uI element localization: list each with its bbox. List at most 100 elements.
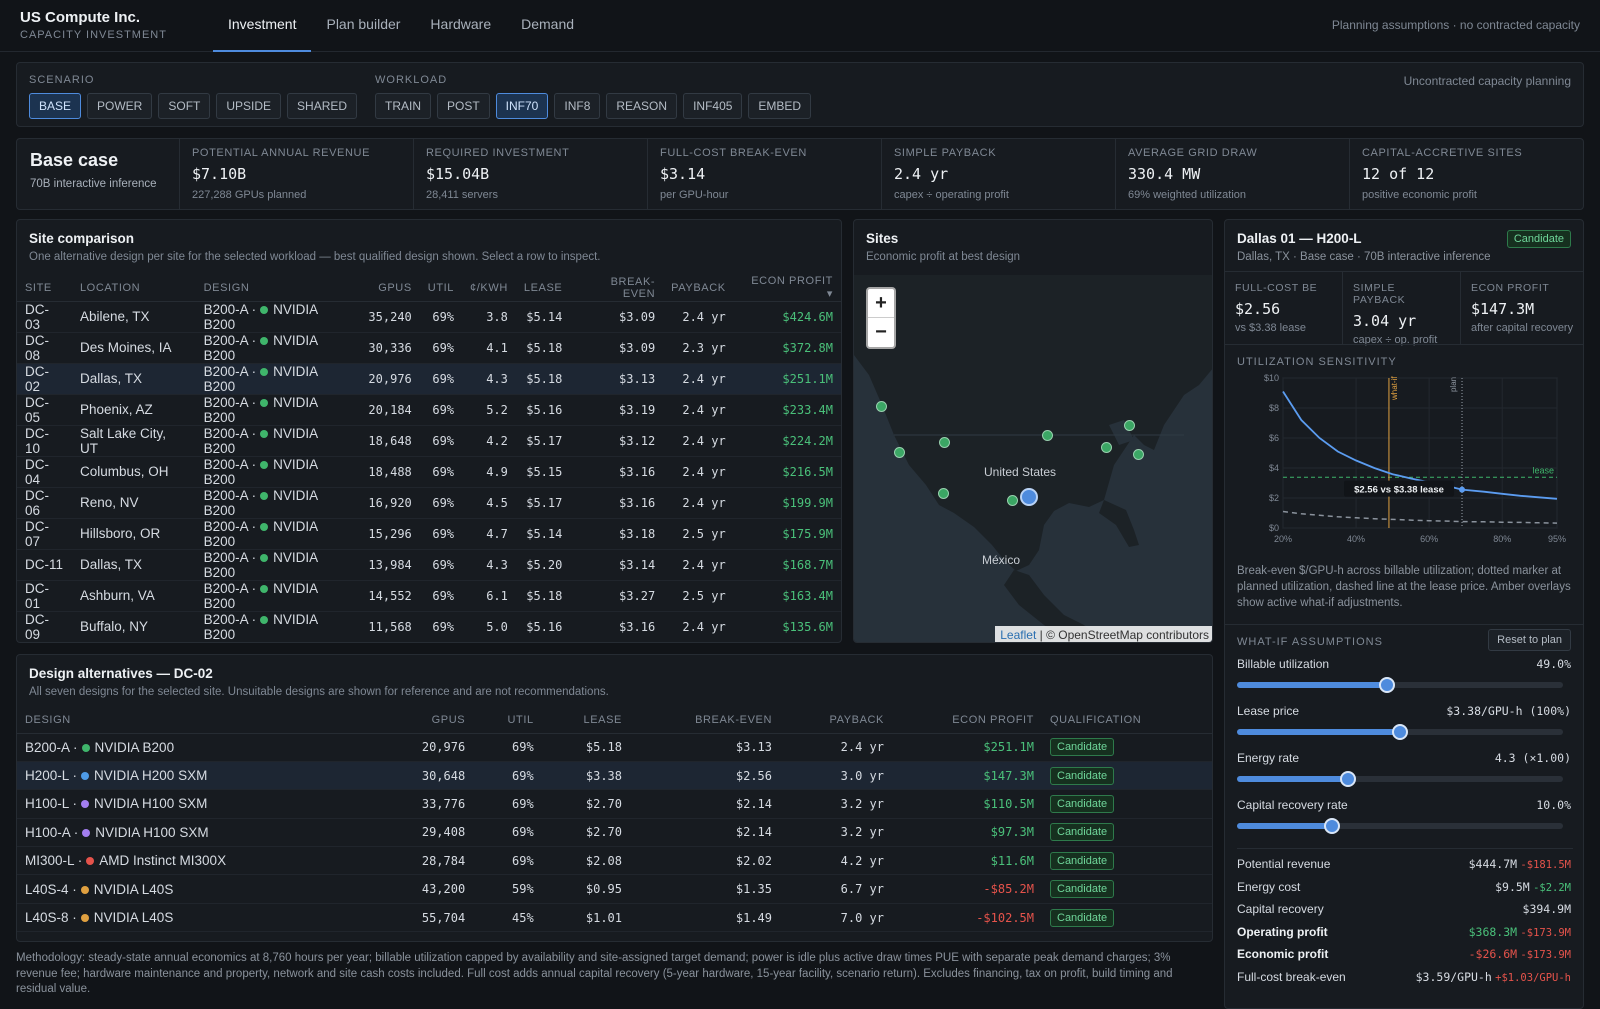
zoom-in-button[interactable]: + bbox=[868, 289, 894, 318]
cell-design: B200-A ·NVIDIA B200 bbox=[195, 580, 361, 612]
col-kwh[interactable]: ¢/KWH bbox=[462, 275, 516, 302]
col-break-even[interactable]: BREAK-EVEN bbox=[630, 707, 780, 734]
design-row[interactable]: H100-A · NVIDIA H100 SXM 29,408 69% $2.70… bbox=[17, 818, 1212, 848]
site-row-dc-05[interactable]: DC-05 Phoenix, AZ B200-A · NVIDIA B200 20… bbox=[17, 394, 841, 426]
design-code: B200-A · bbox=[203, 518, 257, 534]
workload-post[interactable]: POST bbox=[437, 93, 490, 119]
col-econ-profit[interactable]: ECON PROFIT ▾ bbox=[733, 275, 841, 302]
design-row[interactable]: MI300-L · AMD Instinct MI300X 28,784 69% … bbox=[17, 846, 1212, 876]
col-lease[interactable]: LEASE bbox=[515, 275, 571, 302]
col-qualification[interactable]: QUALIFICATION bbox=[1042, 707, 1212, 734]
kpi-value: 2.4 yr bbox=[894, 165, 949, 183]
site-marker[interactable] bbox=[894, 447, 905, 458]
scenario-shared[interactable]: SHARED bbox=[287, 93, 358, 119]
site-row-dc-12[interactable]: DC-12 Columbus, OH B200-A ·NVIDIA B200 1… bbox=[17, 642, 841, 643]
slider-handle[interactable] bbox=[1378, 677, 1395, 693]
kpi-grid-draw: AVERAGE GRID DRAW 330.4 MW 69% weighted … bbox=[1115, 138, 1349, 210]
site-row-dc-10[interactable]: DC-10 Salt Lake City, UT B200-A · NVIDIA … bbox=[17, 425, 841, 457]
cell-payback: 2.3 yr bbox=[663, 332, 734, 364]
site-row-dc-06[interactable]: DC-06 Reno, NV B200-A · NVIDIA B200 16,92… bbox=[17, 487, 841, 519]
site-marker[interactable] bbox=[1133, 449, 1144, 460]
design-row[interactable]: B200-A · NVIDIA B200 20,976 69% $5.18 $3.… bbox=[17, 733, 1212, 762]
design-row[interactable]: H200-L · NVIDIA H200 SXM 30,648 69% $3.38… bbox=[17, 761, 1212, 791]
energy-rate-slider[interactable] bbox=[1237, 771, 1563, 787]
cell-lease: $5.18 bbox=[515, 580, 571, 612]
capital-recovery-slider[interactable] bbox=[1237, 818, 1563, 834]
zoom-out-button[interactable]: − bbox=[875, 321, 887, 343]
header-note: Planning assumptions · no contracted cap… bbox=[1331, 18, 1580, 32]
col-payback[interactable]: PAYBACK bbox=[780, 707, 892, 734]
slider-handle[interactable] bbox=[1392, 724, 1408, 740]
cell-payback: 3.2 yr bbox=[780, 818, 892, 848]
col-lease[interactable]: LEASE bbox=[541, 707, 630, 734]
kpi-revenue: POTENTIAL ANNUAL REVENUE $7.10B 227,288 … bbox=[179, 138, 413, 210]
col-gpus[interactable]: GPUS bbox=[377, 707, 474, 734]
utilization-slider[interactable] bbox=[1237, 677, 1563, 693]
slider-label: Billable utilization bbox=[1237, 657, 1330, 671]
tab-plan-builder[interactable]: Plan builder bbox=[326, 16, 401, 32]
selected-site-marker[interactable] bbox=[1020, 488, 1038, 506]
planned-point bbox=[1459, 486, 1466, 493]
workload-embed[interactable]: EMBED bbox=[748, 93, 812, 119]
site-row-dc-03[interactable]: DC-03 Abilene, TX B200-A · NVIDIA B200 35… bbox=[17, 301, 841, 333]
site-marker[interactable] bbox=[876, 401, 887, 412]
workload-inf70[interactable]: INF70 bbox=[495, 93, 549, 119]
workload-reason[interactable]: REASON bbox=[606, 93, 678, 119]
design-row[interactable]: L40S-4 · NVIDIA L40S 43,200 59% $0.95 $1.… bbox=[17, 874, 1212, 904]
cell-payback: 2.5 yr bbox=[663, 580, 734, 612]
col-util[interactable]: UTIL bbox=[473, 707, 542, 734]
scenario-power[interactable]: POWER bbox=[87, 93, 153, 119]
site-marker[interactable] bbox=[939, 437, 950, 448]
reset-to-plan-button[interactable]: Reset to plan bbox=[1488, 629, 1571, 651]
col-econ-profit[interactable]: ECON PROFIT bbox=[892, 707, 1042, 734]
col-util[interactable]: UTIL bbox=[419, 275, 463, 302]
site-marker[interactable] bbox=[1042, 430, 1053, 441]
leaflet-link[interactable]: Leaflet bbox=[1000, 628, 1037, 642]
site-row-dc-02[interactable]: DC-02 Dallas, TX B200-A · NVIDIA B200 20,… bbox=[17, 363, 841, 395]
design-code: B200-A · bbox=[203, 363, 257, 379]
site-row-dc-11[interactable]: DC-11 Dallas, TX B200-A · NVIDIA B200 13,… bbox=[17, 549, 841, 581]
site-marker[interactable] bbox=[938, 488, 949, 499]
map-canvas[interactable]: United States México + − Leaflet | © Ope… bbox=[854, 275, 1212, 642]
lease-price-slider[interactable] bbox=[1237, 724, 1563, 740]
workload-train[interactable]: TRAIN bbox=[375, 93, 431, 119]
site-row-dc-09[interactable]: DC-09 Buffalo, NY B200-A · NVIDIA B200 11… bbox=[17, 611, 841, 642]
site-marker[interactable] bbox=[1124, 420, 1135, 431]
workload-inf8[interactable]: INF8 bbox=[554, 93, 601, 119]
site-marker[interactable] bbox=[1007, 495, 1018, 506]
cell-break-even: $1.35 bbox=[630, 874, 780, 904]
site-row-dc-07[interactable]: DC-07 Hillsboro, OR B200-A · NVIDIA B200 … bbox=[17, 518, 841, 550]
col-location[interactable]: LOCATION bbox=[71, 275, 196, 302]
cell-econ-profit: $163.4M bbox=[733, 580, 841, 612]
workload-inf405[interactable]: INF405 bbox=[683, 93, 743, 119]
slider-handle[interactable] bbox=[1339, 771, 1356, 787]
kpi-detail: per GPU-hour bbox=[660, 189, 729, 201]
site-row-dc-01[interactable]: DC-01 Ashburn, VA B200-A · NVIDIA B200 14… bbox=[17, 580, 841, 612]
cell-gpus: 33,776 bbox=[377, 789, 474, 819]
cell-site: DC-03 bbox=[17, 301, 72, 333]
tab-investment[interactable]: Investment bbox=[213, 0, 312, 52]
hardware-dot-icon bbox=[81, 800, 90, 809]
col-break-even[interactable]: BREAK-EVEN bbox=[570, 275, 664, 302]
cell-lease: $0.95 bbox=[541, 874, 630, 904]
col-gpus[interactable]: GPUS bbox=[360, 275, 420, 302]
site-marker[interactable] bbox=[1101, 442, 1112, 453]
col-payback[interactable]: PAYBACK bbox=[663, 275, 734, 302]
site-row-dc-08[interactable]: DC-08 Des Moines, IA B200-A · NVIDIA B200… bbox=[17, 332, 841, 364]
scenario-base[interactable]: BASE bbox=[29, 93, 82, 119]
col-design[interactable]: DESIGN bbox=[17, 707, 377, 734]
tab-demand[interactable]: Demand bbox=[521, 16, 575, 32]
design-row[interactable]: L40S-8 · NVIDIA L40S 55,704 45% $1.01 $1.… bbox=[17, 903, 1212, 933]
cell-econ-profit: $134.4M bbox=[734, 642, 841, 643]
design-row[interactable]: H100-L · NVIDIA H100 SXM 33,776 69% $2.70… bbox=[17, 789, 1212, 819]
cell-location: Buffalo, NY bbox=[71, 611, 196, 642]
scenario-soft[interactable]: SOFT bbox=[158, 93, 211, 119]
scenario-upside[interactable]: UPSIDE bbox=[216, 93, 282, 119]
cell-lease: $5.16 bbox=[515, 611, 571, 642]
qualification-badge: Candidate bbox=[1050, 908, 1115, 927]
col-site[interactable]: SITE bbox=[17, 275, 72, 302]
col-design[interactable]: DESIGN bbox=[195, 275, 361, 302]
slider-handle[interactable] bbox=[1323, 818, 1340, 834]
site-row-dc-04[interactable]: DC-04 Columbus, OH B200-A · NVIDIA B200 1… bbox=[17, 456, 841, 488]
tab-hardware[interactable]: Hardware bbox=[430, 16, 492, 32]
